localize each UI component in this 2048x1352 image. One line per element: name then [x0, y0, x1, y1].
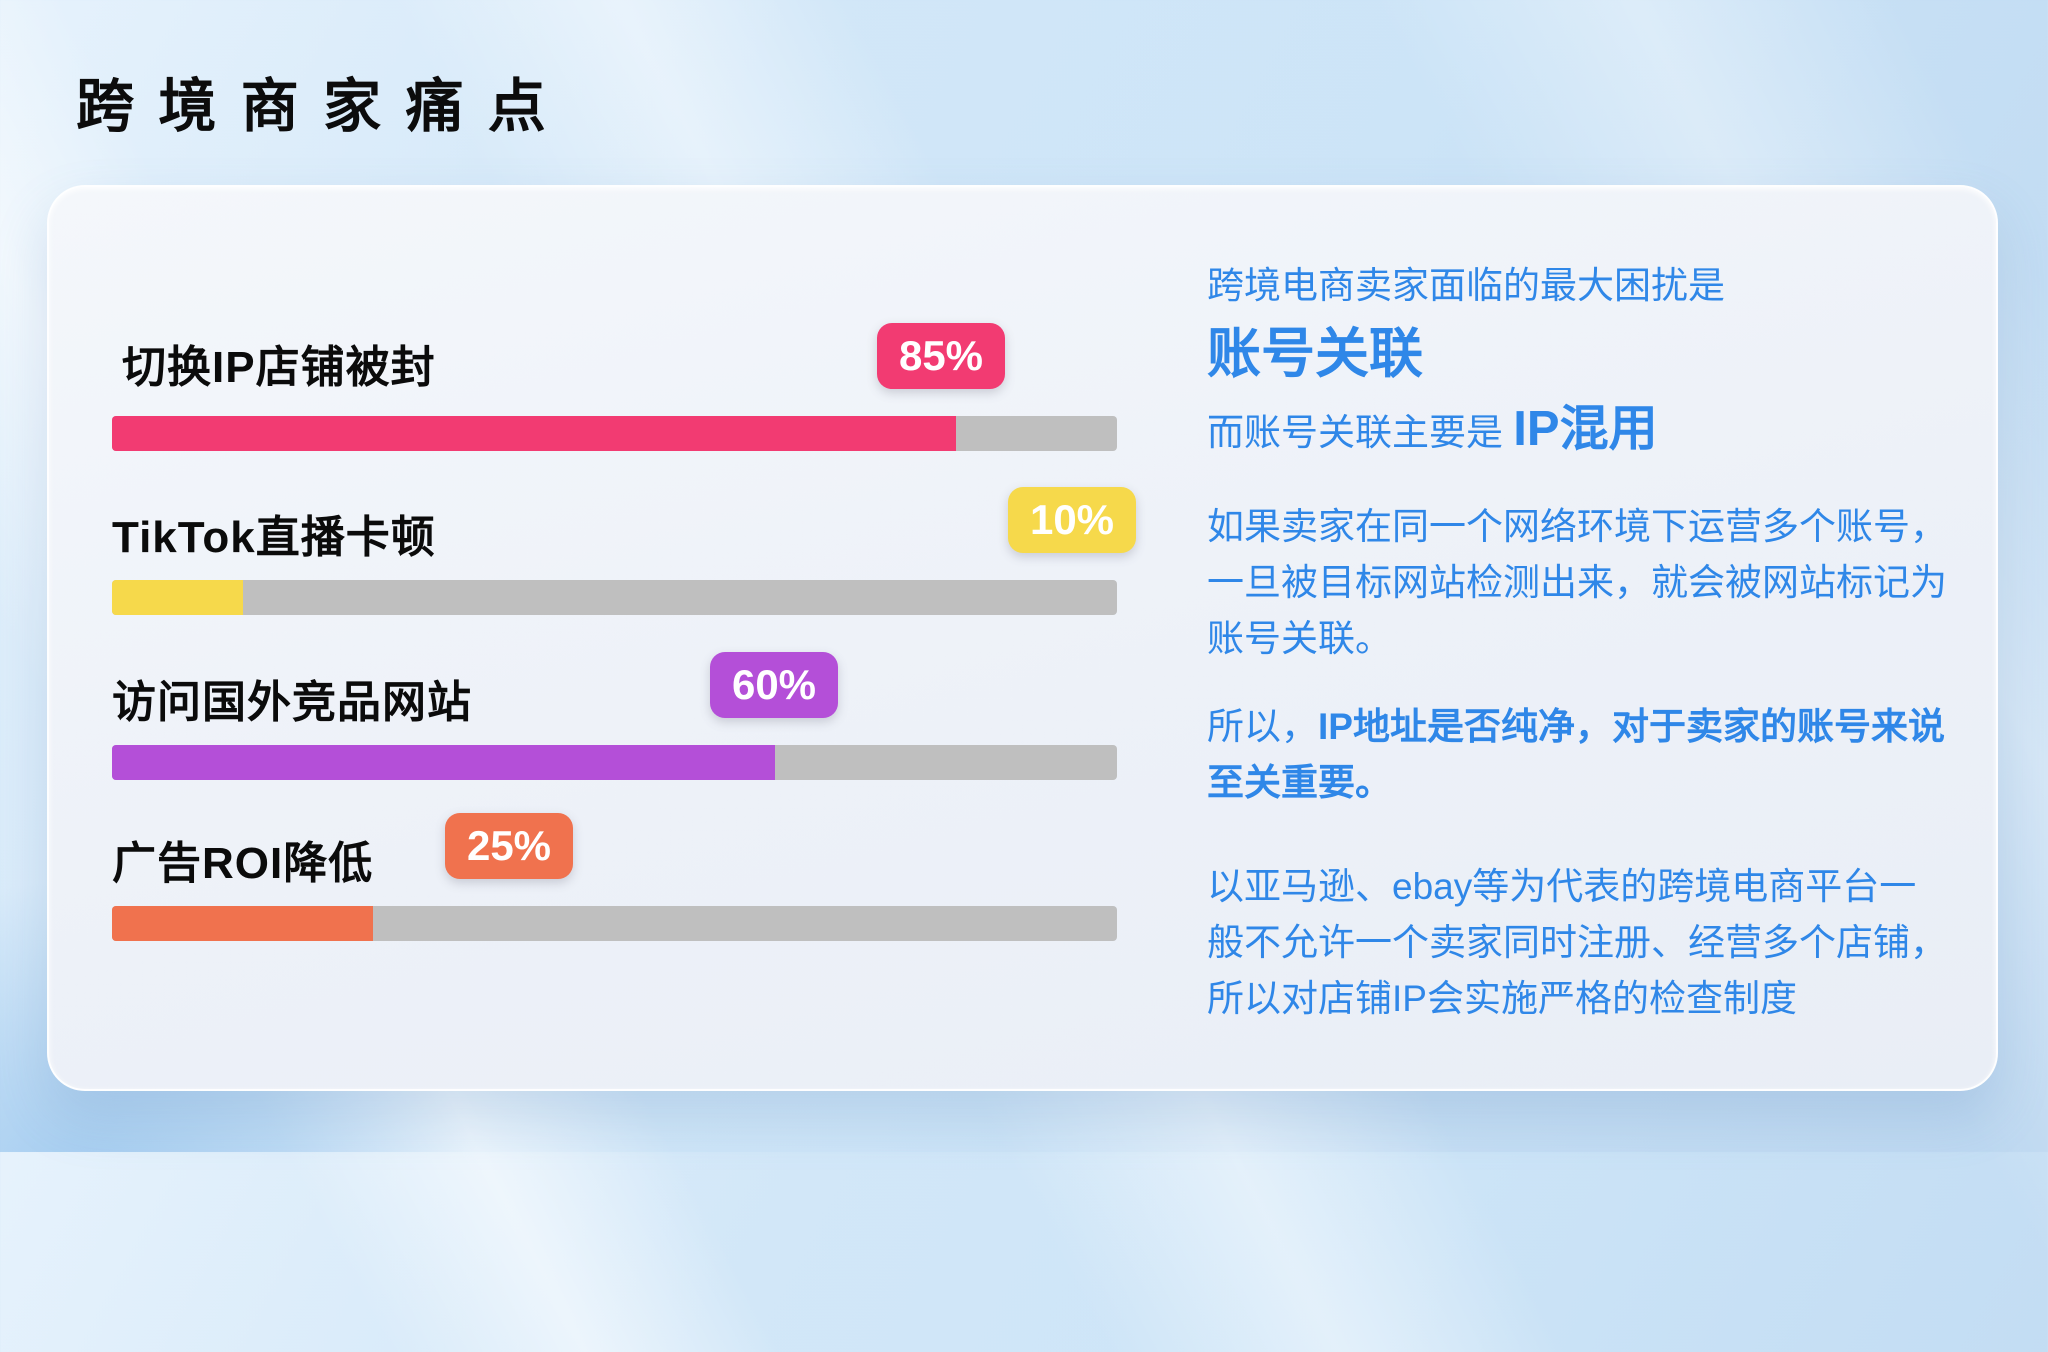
paragraph-line: 以亚马逊、ebay等为代表的跨境电商平台一 [1207, 866, 1917, 907]
value-badge: 60% [710, 652, 838, 718]
value-badge: 25% [445, 813, 573, 879]
ip-mixing-line: 而账号关联主要是 IP混用 [1207, 389, 1658, 460]
bar-track [112, 416, 1117, 451]
bar-fill [112, 745, 776, 780]
bar-row-tiktok-lag: TikTok直播卡顿 10% [112, 487, 1136, 637]
value-badge: 10% [1008, 487, 1136, 553]
paragraph-line: 所以，IP地址是否纯净，对于卖家的账号来说 [1207, 699, 1945, 755]
ip-mixing-prefix: 而账号关联主要是 [1207, 412, 1514, 453]
paragraph-line: 账号关联。 [1207, 618, 1392, 659]
bar-fill [112, 580, 243, 615]
paragraph-line: 般不允许一个卖家同时注册、经营多个店铺， [1207, 922, 1947, 963]
bar-label: 切换IP店铺被封 [122, 343, 436, 392]
para2-prefix: 所以， [1207, 706, 1318, 747]
bar-label: 访问国外竞品网站 [112, 678, 472, 727]
page-title: 跨境商家痛点 [76, 74, 571, 139]
bar-track [112, 745, 1117, 780]
bar-label: 广告ROI降低 [112, 839, 374, 888]
paragraph-ip-purity: 所以，IP地址是否纯净，对于卖家的账号来说 至关重要。 [1207, 699, 1945, 811]
paragraph-line: 所以对店铺IP会实施严格的检查制度 [1207, 978, 1797, 1019]
bar-row-foreign-sites: 访问国外竞品网站 60% [112, 652, 1117, 802]
bar-row-ad-roi: 广告ROI降低 25% [112, 813, 1117, 963]
content-card: 切换IP店铺被封 85% TikTok直播卡顿 10% 访问国外竞品网站 60%… [47, 185, 1998, 1091]
headline-account-linking: 账号关联 [1207, 324, 1423, 384]
bar-label: TikTok直播卡顿 [112, 513, 436, 562]
paragraph-line: 如果卖家在同一个网络环境下运营多个账号， [1207, 506, 1947, 547]
ip-mixing-strong: IP混用 [1513, 402, 1658, 456]
pain-points-bar-chart: 切换IP店铺被封 85% TikTok直播卡顿 10% 访问国外竞品网站 60%… [112, 187, 1136, 1089]
value-badge: 85% [877, 323, 1005, 389]
para2-strong: IP地址是否纯净，对于卖家的账号来说 [1318, 706, 1945, 747]
bar-track [112, 580, 1117, 615]
paragraph-line: 至关重要。 [1207, 762, 1392, 803]
intro-line: 跨境电商卖家面临的最大困扰是 [1207, 265, 1725, 306]
paragraph-detection: 如果卖家在同一个网络环境下运营多个账号， 一旦被目标网站检测出来，就会被网站标记… [1207, 499, 1947, 667]
paragraph-platform-rules: 以亚马逊、ebay等为代表的跨境电商平台一 般不允许一个卖家同时注册、经营多个店… [1207, 859, 1947, 1027]
bar-row-switch-ip: 切换IP店铺被封 85% [112, 323, 1117, 473]
paragraph-line: 一旦被目标网站检测出来，就会被网站标记为 [1207, 562, 1947, 603]
bar-track [112, 906, 1117, 941]
bar-fill [112, 416, 957, 451]
bar-fill [112, 906, 374, 941]
